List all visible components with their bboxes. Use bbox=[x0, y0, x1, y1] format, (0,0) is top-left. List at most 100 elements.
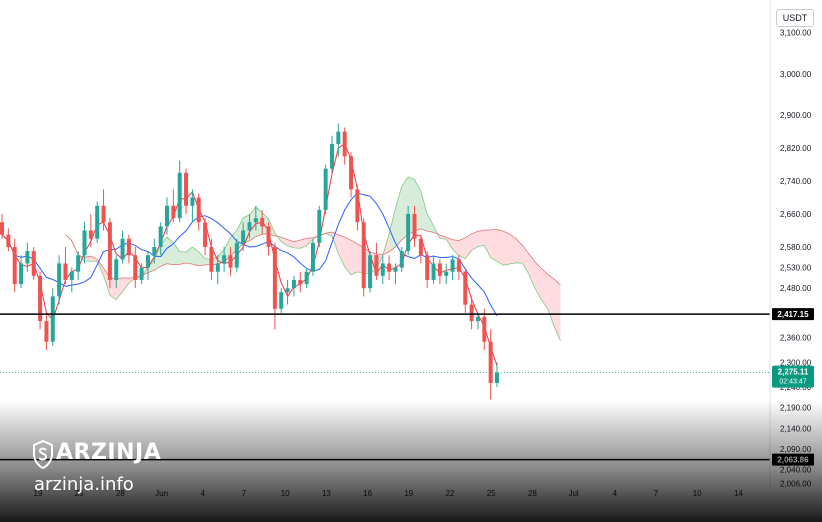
cloud-segment bbox=[471, 231, 478, 251]
candle bbox=[374, 242, 379, 280]
candle bbox=[342, 127, 347, 165]
x-tick-label: 16 bbox=[363, 489, 372, 498]
candle bbox=[82, 222, 87, 264]
candle bbox=[387, 255, 392, 280]
candle bbox=[412, 205, 417, 247]
y-tick-label: 3,100.00 bbox=[780, 29, 812, 38]
price-axis: 3,100.00 3,000.00 2,900.00 2,820.00 2,740.00… bbox=[769, 0, 812, 488]
cloud-segment bbox=[535, 262, 542, 300]
cloud-segment bbox=[452, 239, 459, 256]
y-tick-label: 2,090.00 bbox=[780, 445, 812, 454]
candle bbox=[57, 255, 62, 305]
candle bbox=[133, 246, 138, 289]
cloud-segment bbox=[173, 242, 180, 265]
current-price-label: 2,275.11 bbox=[778, 368, 809, 377]
candle bbox=[38, 271, 43, 330]
candle bbox=[101, 189, 106, 231]
level-tag bbox=[772, 308, 814, 321]
candlestick-series bbox=[0, 123, 499, 400]
candle bbox=[6, 228, 11, 252]
cloud-segment bbox=[344, 237, 352, 275]
x-tick-label: 10 bbox=[281, 489, 290, 498]
cloud-segment bbox=[249, 206, 256, 241]
candle bbox=[425, 251, 430, 289]
candle bbox=[88, 214, 93, 247]
candle bbox=[406, 205, 411, 256]
candle bbox=[317, 205, 322, 247]
cloud-segment bbox=[293, 239, 301, 249]
candle bbox=[361, 218, 366, 297]
candle bbox=[95, 201, 100, 243]
candle bbox=[158, 222, 163, 256]
candle bbox=[418, 234, 423, 264]
candle bbox=[431, 255, 436, 285]
cloud-segment bbox=[427, 214, 434, 233]
candle bbox=[355, 185, 360, 231]
candle bbox=[285, 279, 290, 305]
candle bbox=[222, 246, 227, 272]
x-tick-label: 14 bbox=[734, 489, 743, 498]
candle bbox=[184, 168, 189, 215]
candle bbox=[380, 255, 385, 285]
y-tick-label: 2,300.00 bbox=[780, 358, 812, 367]
cloud-segment bbox=[351, 240, 358, 275]
candle bbox=[247, 214, 252, 239]
candle bbox=[25, 242, 30, 272]
candle bbox=[368, 251, 373, 293]
cloud-segment bbox=[395, 186, 402, 247]
x-tick-label: 13 bbox=[322, 489, 331, 498]
y-tick-label: 2,900.00 bbox=[780, 111, 812, 120]
current-price-box bbox=[772, 365, 814, 388]
x-tick-label: 7 bbox=[654, 489, 659, 498]
cloud-segment bbox=[198, 251, 206, 266]
cloud-segment bbox=[516, 238, 523, 264]
cloud-segment bbox=[103, 268, 110, 296]
candle bbox=[349, 152, 354, 198]
current-price-tag: 2,275.11 02:43:47 bbox=[0, 365, 814, 388]
y-tick-label: 2,040.00 bbox=[780, 465, 812, 474]
x-tick-label: 25 bbox=[487, 489, 496, 498]
candle bbox=[298, 271, 303, 293]
cloud-segment bbox=[541, 268, 548, 310]
level-label: 2,063.86 bbox=[777, 456, 809, 465]
candle bbox=[234, 238, 239, 272]
candle bbox=[266, 222, 271, 256]
candle bbox=[12, 238, 17, 293]
x-tick-label: 7 bbox=[242, 489, 247, 498]
x-tick-label: 4 bbox=[613, 489, 618, 498]
cloud-segment bbox=[497, 229, 504, 266]
y-tick-label: 2,480.00 bbox=[780, 284, 812, 293]
candle bbox=[50, 288, 55, 346]
candle bbox=[76, 251, 81, 280]
candle bbox=[450, 255, 455, 280]
candle bbox=[488, 329, 493, 400]
quote-currency-button[interactable]: USDT bbox=[776, 9, 814, 27]
brand-url: arzinja.info bbox=[34, 474, 134, 495]
level-label: 2,417.15 bbox=[777, 310, 809, 319]
y-tick-label: 3,000.00 bbox=[780, 70, 812, 79]
cloud-segment bbox=[154, 244, 161, 271]
candle bbox=[279, 288, 284, 313]
y-tick-label: 2,740.00 bbox=[780, 177, 812, 186]
x-tick-label: Jun bbox=[155, 489, 168, 498]
candle bbox=[444, 263, 449, 285]
cloud-segment bbox=[477, 230, 485, 247]
bar-countdown-label: 02:43:47 bbox=[779, 379, 806, 386]
x-tick-label: 28 bbox=[528, 489, 537, 498]
cloud-segment bbox=[116, 277, 123, 300]
candle bbox=[31, 246, 36, 280]
cloud-segment bbox=[122, 277, 129, 292]
y-tick-label: 2,140.00 bbox=[780, 424, 812, 433]
cloud-segment bbox=[192, 246, 199, 266]
candle bbox=[241, 222, 246, 252]
candle bbox=[120, 230, 125, 264]
candle bbox=[63, 246, 68, 285]
candle bbox=[190, 189, 195, 223]
cloud-segment bbox=[528, 253, 536, 289]
candle bbox=[437, 259, 442, 285]
cloud-segment bbox=[389, 208, 396, 252]
candle bbox=[463, 267, 468, 313]
time-axis: 19 25 28 Jun 4 7 10 13 16 19 22 25 28 Jul 4 7 10 14 bbox=[34, 489, 744, 498]
x-tick-label: Jul bbox=[568, 489, 578, 498]
